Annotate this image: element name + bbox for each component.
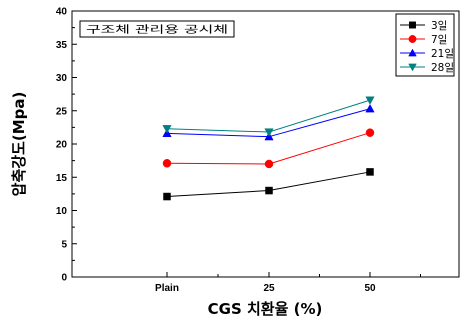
data-point [162,125,172,134]
legend-item: 21일 [400,47,454,60]
data-point [264,159,274,169]
legend-label: 28일 [431,61,454,74]
legend-label: 3일 [431,19,447,32]
legend-item: 7일 [400,33,447,46]
x-tick-label: Plain [155,283,179,294]
y-axis: 0 5 10 15 20 25 30 35 40 [56,7,77,284]
y-tick-label: 0 [61,273,67,284]
data-point [365,104,375,113]
legend-item: 3일 [400,19,447,32]
y-tick-label: 10 [56,206,68,217]
data-point [408,35,417,43]
x-axis-title: CGS 치환율 (%) [208,300,323,318]
series [162,96,375,137]
series [163,168,374,201]
legend-label: 21일 [431,47,454,60]
x-axis: Plain 25 50 [155,272,421,294]
data-point [409,21,416,29]
data-point [162,159,172,168]
data-point [366,168,374,176]
y-tick-label: 25 [56,106,68,117]
data-point [163,192,171,201]
data-point [408,63,417,72]
x-tick-label: 50 [364,283,376,294]
data-point [365,96,375,105]
data-point [408,48,417,57]
annotation-text: 구조체 관리용 공시체 [86,24,228,36]
y-tick-label: 35 [56,40,68,51]
legend-label: 7일 [431,33,447,46]
y-axis-title: 압축강도(Mpa) [10,92,28,197]
annotation-box: 구조체 관리용 공시체 [79,20,235,38]
series-line [166,99,371,133]
series [162,128,375,169]
y-tick-label: 5 [61,239,67,250]
data-point [265,186,273,195]
data-point [365,128,375,137]
data-point [264,128,274,137]
y-tick-label: 20 [56,140,68,151]
y-tick-label: 15 [56,173,68,184]
y-tick-label: 40 [56,7,68,18]
series-layer [162,96,375,201]
y-tick-label: 30 [56,73,68,84]
legend-item: 28일 [400,61,454,74]
x-tick-label: 25 [263,283,275,294]
